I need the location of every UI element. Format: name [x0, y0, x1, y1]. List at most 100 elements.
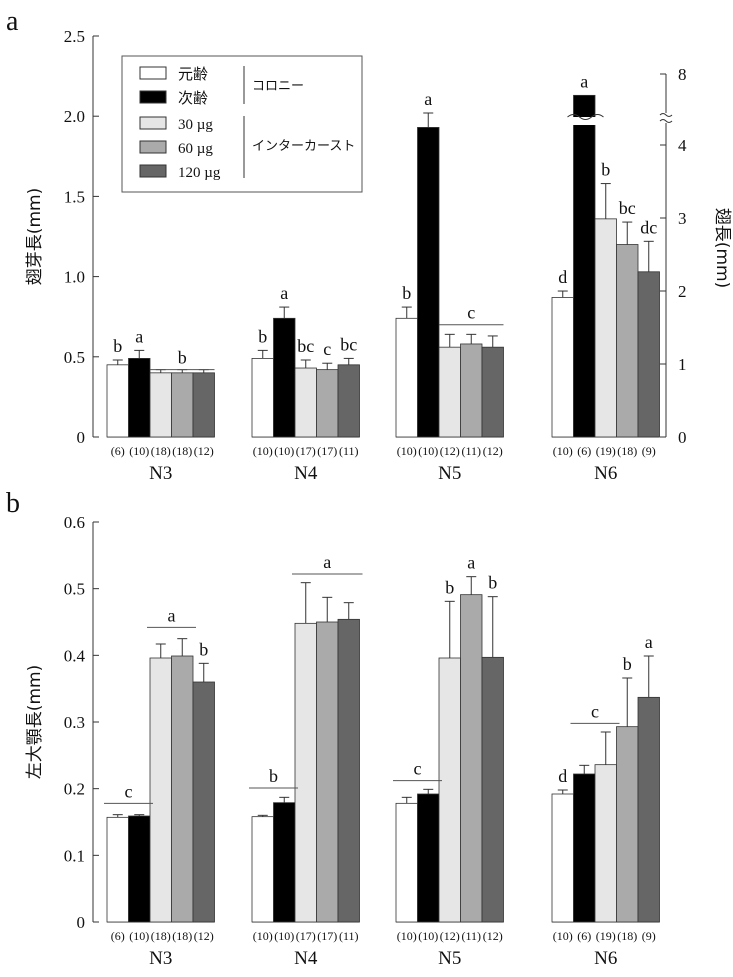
sample-size: (10) — [253, 929, 273, 943]
bar — [171, 655, 194, 923]
y-tick-label: 0.2 — [64, 780, 85, 799]
category-label: N4 — [294, 948, 318, 969]
bar — [438, 346, 461, 438]
sample-size: (6) — [111, 929, 125, 943]
legend-label-2: 次齢 — [178, 89, 208, 107]
bar — [417, 127, 440, 438]
y-right-tick-label: 8 — [678, 65, 687, 84]
sample-size: (9) — [642, 929, 656, 943]
group-letter: a — [323, 552, 331, 572]
bar — [294, 622, 317, 923]
category-label: N6 — [594, 463, 617, 484]
y-tick-label: 0 — [77, 428, 86, 447]
significance-letter: a — [467, 553, 475, 573]
sample-size: (10) — [553, 929, 573, 943]
sample-size: (18) — [151, 929, 171, 943]
significance-letter: a — [424, 89, 432, 109]
bar — [616, 244, 639, 438]
bar — [417, 793, 440, 923]
group-letter: a — [168, 605, 176, 625]
category-label: N3 — [149, 463, 172, 484]
significance-letter: a — [580, 71, 588, 91]
bar — [637, 271, 660, 438]
sample-size: (12) — [440, 929, 460, 943]
sample-size: (10) — [397, 929, 417, 943]
sample-size: (17) — [317, 929, 337, 943]
sample-size: (10) — [553, 444, 573, 458]
y-tick-label: 0.1 — [64, 846, 85, 865]
sample-size: (10) — [418, 929, 438, 943]
legend-label-3: 30 µg — [178, 117, 213, 133]
sample-size: (19) — [596, 929, 616, 943]
panel-label-b: b — [6, 488, 20, 519]
y-right-tick-label: 0 — [678, 428, 687, 447]
significance-letter: a — [280, 283, 288, 303]
y-tick-label: 0 — [77, 913, 86, 932]
legend-group-label-2: インターカースト — [252, 139, 355, 154]
bar — [251, 816, 274, 923]
significance-letter: b — [258, 326, 267, 346]
significance-letter: b — [402, 283, 411, 303]
axis-break-mark — [567, 114, 604, 121]
sample-size: (11) — [339, 444, 359, 458]
bar — [128, 358, 151, 438]
significance-letter: b — [199, 639, 208, 659]
bar — [192, 681, 215, 923]
sample-size: (17) — [317, 444, 337, 458]
group-letter: b — [269, 766, 278, 786]
y-right-tick-label: 2 — [678, 282, 687, 301]
bar — [251, 358, 274, 438]
sample-size: (9) — [642, 444, 656, 458]
y-axis-right-label: 翅長(mm) — [712, 208, 732, 288]
right-axis-break-gap — [662, 113, 670, 123]
category-label: N6 — [594, 948, 617, 969]
right-axis-break-mark — [659, 113, 673, 123]
bar — [481, 346, 504, 438]
legend-label-1: 元齢 — [178, 65, 208, 83]
bar — [573, 94, 596, 438]
bar — [106, 816, 129, 923]
bar — [273, 317, 296, 438]
category-label: N3 — [149, 948, 172, 969]
group-letter: b — [178, 348, 187, 368]
sample-size: (17) — [296, 929, 316, 943]
sample-size: (6) — [577, 929, 591, 943]
category-label: N4 — [294, 463, 318, 484]
sample-size: (11) — [461, 444, 481, 458]
significance-letter: dc — [640, 217, 657, 237]
legend-swatch-1 — [139, 66, 167, 80]
sample-size: (12) — [194, 929, 214, 943]
y-tick-label: 1.5 — [64, 187, 85, 206]
significance-letter: bc — [340, 334, 357, 354]
bar — [316, 621, 339, 923]
group-letter: c — [414, 759, 422, 779]
legend-label-4: 60 µg — [178, 141, 213, 157]
axis-break-gap — [572, 117, 596, 126]
sample-size: (17) — [296, 444, 316, 458]
significance-letter: c — [323, 339, 331, 359]
bar — [551, 793, 574, 923]
sample-size: (18) — [617, 444, 637, 458]
legend: 元齢 次齢 30 µg 60 µg 120 µg コロニー インターカースト — [121, 55, 363, 193]
bar — [273, 802, 296, 923]
sample-size: (12) — [194, 444, 214, 458]
legend-label-5: 120 µg — [178, 165, 221, 181]
bar — [316, 369, 339, 438]
bar — [637, 696, 660, 923]
legend-swatch-2 — [139, 90, 167, 104]
y-axis-label: 翅芽長(mm) — [25, 188, 45, 285]
bar — [551, 297, 574, 438]
bar — [149, 372, 172, 438]
sample-size: (10) — [274, 444, 294, 458]
bar — [594, 218, 617, 438]
y-tick-label: 2.0 — [64, 107, 85, 126]
sample-size: (6) — [577, 444, 591, 458]
significance-letter: b — [601, 160, 610, 180]
significance-letter: d — [558, 766, 567, 786]
significance-letter: b — [113, 336, 122, 356]
group-letter: c — [591, 701, 599, 721]
y-tick-label: 2.5 — [64, 27, 85, 46]
significance-letter: a — [645, 632, 653, 652]
bar — [192, 372, 215, 438]
